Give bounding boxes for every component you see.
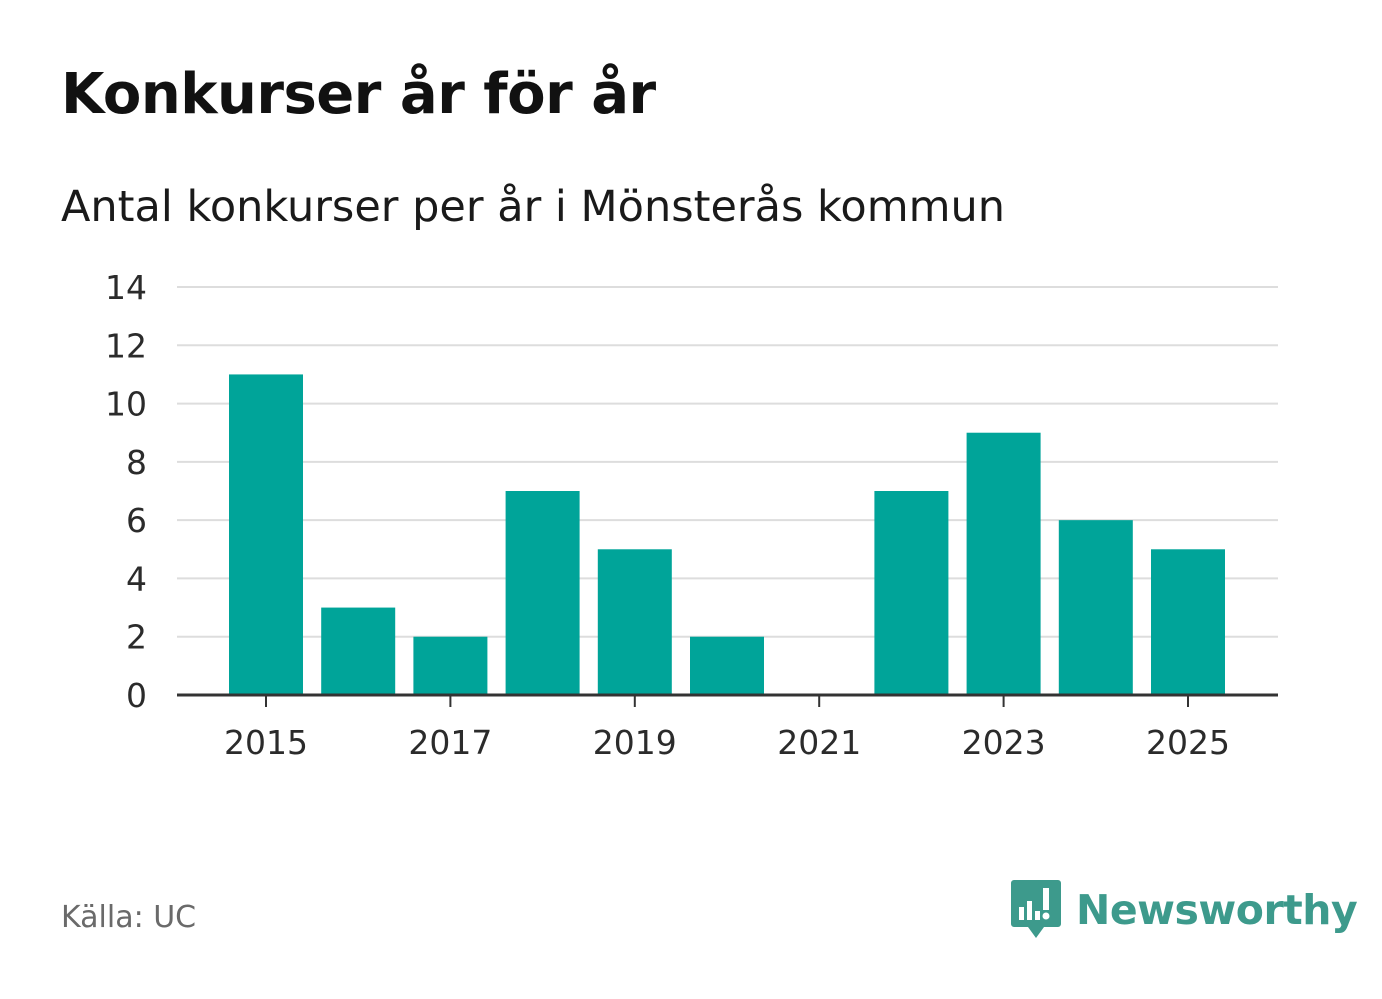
bar-2020 (690, 636, 764, 695)
bar-2022 (874, 491, 949, 695)
x-tick-label: 2025 (1146, 723, 1230, 762)
bar-2019 (597, 549, 672, 695)
y-tick-label: 14 (105, 268, 147, 307)
y-tick-label: 12 (105, 326, 147, 365)
bar-2025 (1151, 549, 1225, 695)
bar-2023 (966, 432, 1041, 695)
y-tick-label: 6 (126, 501, 147, 540)
x-tick-label: 2019 (593, 723, 677, 762)
bar-2024 (1058, 520, 1133, 695)
bar-2018 (505, 491, 580, 695)
chart-title: Konkurser år för år (61, 62, 656, 127)
y-tick-label: 0 (126, 676, 147, 715)
y-axis-labels: 0 2 4 6 8 10 12 14 (105, 268, 147, 715)
bar-2015 (229, 374, 303, 695)
bar-2016 (321, 607, 396, 695)
x-tick-label: 2023 (962, 723, 1046, 762)
newsworthy-logo-icon (1011, 880, 1061, 938)
source-note: Källa: UC (61, 900, 197, 935)
y-tick-label: 4 (126, 559, 147, 598)
chart-subtitle: Antal konkurser per år i Mönsterås kommu… (61, 182, 1005, 232)
y-tick-label: 10 (105, 385, 147, 424)
x-axis (177, 693, 1278, 707)
brand-name: Newsworthy (1076, 886, 1358, 934)
y-tick-label: 2 (126, 618, 147, 657)
y-tick-label: 8 (126, 443, 147, 482)
bars (229, 374, 1225, 695)
brand-logo: Newsworthy (1010, 878, 1358, 942)
x-axis-labels: 2015 2017 2019 2021 2023 2025 (224, 723, 1230, 762)
x-tick-label: 2021 (777, 723, 861, 762)
bar-2017 (413, 636, 488, 695)
x-tick-label: 2017 (408, 723, 492, 762)
x-tick-label: 2015 (224, 723, 308, 762)
